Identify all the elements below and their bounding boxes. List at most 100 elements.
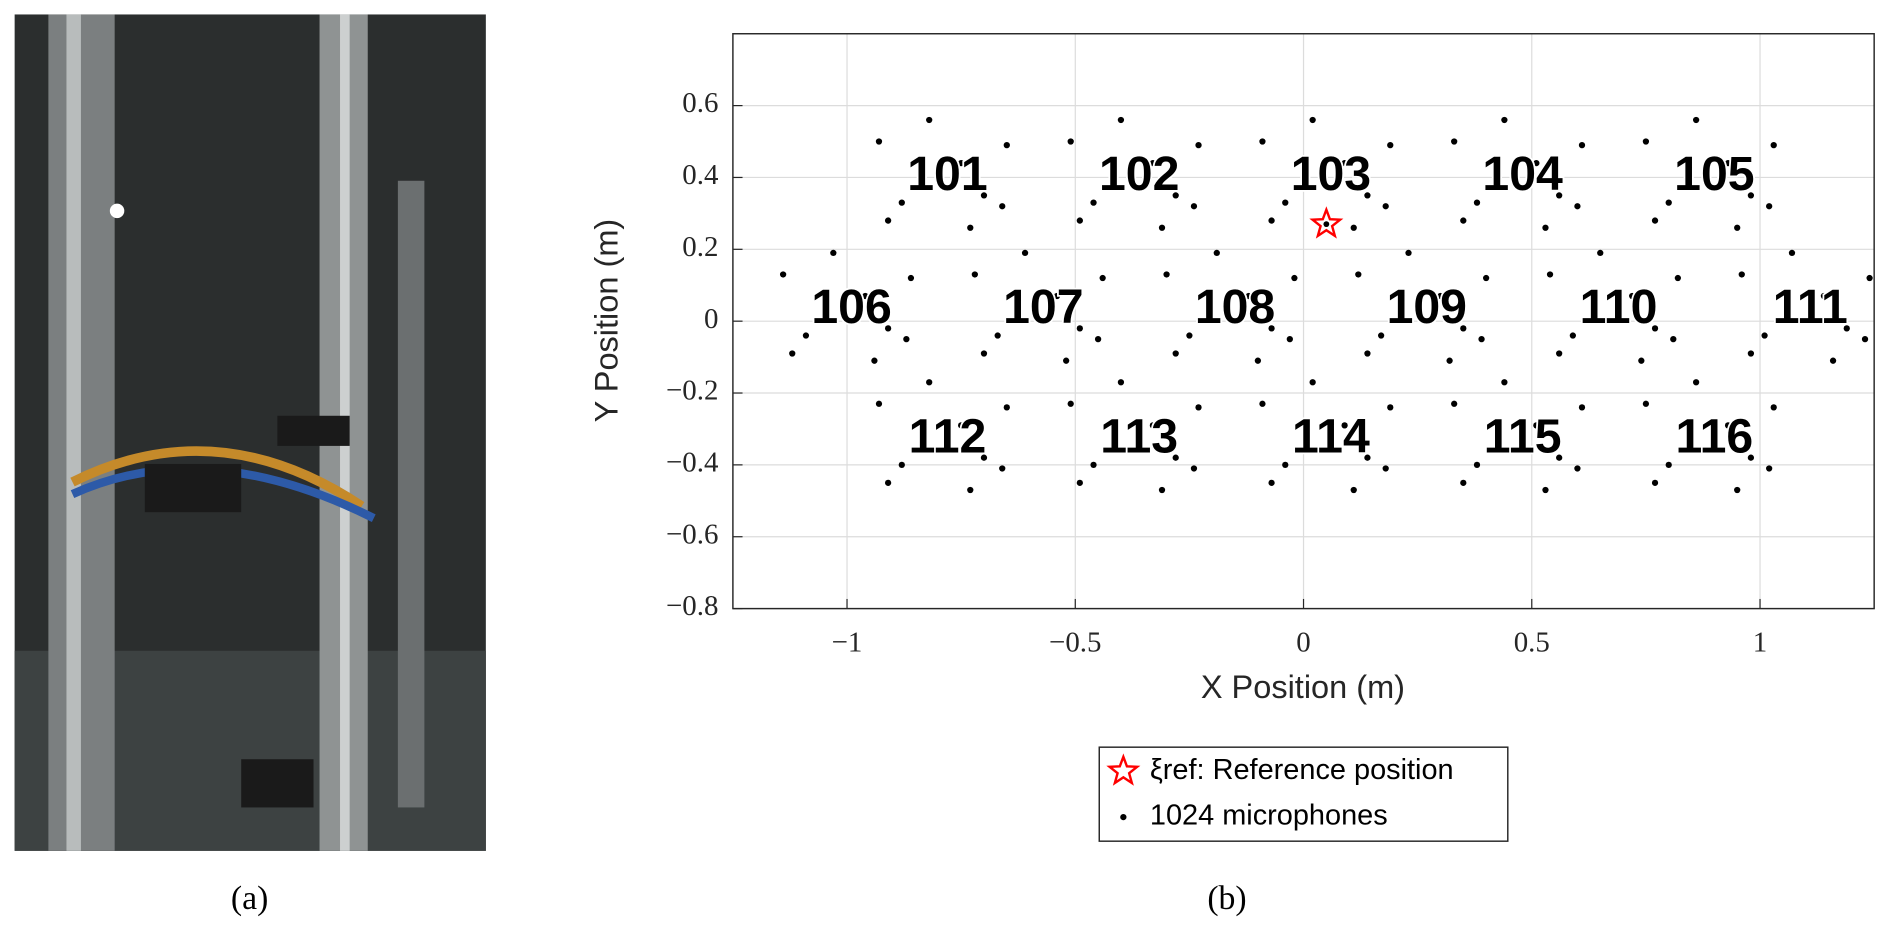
microphone <box>789 350 796 357</box>
microphone <box>1542 224 1549 231</box>
microphone <box>1364 454 1371 461</box>
microphone <box>1460 325 1467 332</box>
microphone <box>967 486 974 494</box>
microphone <box>1861 335 1869 343</box>
microphone <box>1396 289 1403 296</box>
microphone <box>1387 141 1394 149</box>
microphone <box>898 199 905 206</box>
microphone <box>1820 292 1828 300</box>
microphone <box>1377 332 1385 339</box>
microphone <box>958 159 965 167</box>
microphone <box>1724 159 1732 167</box>
microphone <box>1738 271 1745 278</box>
legend-label: ξref: Reference position <box>1150 754 1454 786</box>
microphone <box>1674 274 1681 282</box>
microphone <box>1642 138 1650 145</box>
microphone <box>1021 249 1029 257</box>
microphone <box>916 156 924 163</box>
microphone <box>779 271 787 278</box>
y-tick-label: −0.6 <box>666 518 718 550</box>
microphone <box>1734 486 1741 494</box>
microphone <box>1282 461 1289 469</box>
microphone <box>1578 141 1586 149</box>
microphone <box>1451 138 1458 145</box>
microphone <box>1268 325 1275 332</box>
microphone <box>980 350 988 357</box>
microphone <box>1482 274 1490 282</box>
microphone <box>1670 335 1677 343</box>
microphone <box>821 289 828 296</box>
microphone <box>1190 203 1198 210</box>
subarray-label: 101 <box>907 147 987 201</box>
microphone <box>875 400 883 407</box>
microphone <box>1692 116 1700 124</box>
microphone <box>1546 271 1554 278</box>
microphone <box>1405 249 1412 257</box>
microphone <box>862 292 869 300</box>
legend-marker <box>1120 813 1127 821</box>
microphone <box>1651 217 1659 224</box>
microphone <box>1478 335 1485 343</box>
microphone <box>1766 465 1773 472</box>
microphone <box>1172 454 1179 461</box>
microphone <box>1556 454 1563 461</box>
microphone <box>884 325 892 332</box>
y-tick-label: −0.4 <box>666 447 718 479</box>
subarray-label: 109 <box>1387 280 1467 334</box>
microphone <box>1683 156 1691 163</box>
microphone <box>999 465 1006 472</box>
microphone <box>1149 422 1157 429</box>
microphone <box>1190 465 1198 472</box>
microphone <box>1829 357 1837 364</box>
microphone <box>1770 141 1777 149</box>
microphone <box>1665 199 1672 206</box>
y-tick-label: 0.4 <box>682 159 718 191</box>
microphone <box>1451 400 1458 407</box>
microphone <box>1770 404 1777 411</box>
y-tick-label: 0.2 <box>682 231 718 263</box>
legend-entry: ξref: Reference position <box>1106 753 1454 786</box>
microphone <box>1569 332 1576 339</box>
microphone <box>1350 224 1357 231</box>
microphone <box>871 357 878 364</box>
y-tick-label: −0.8 <box>666 590 718 622</box>
microphone <box>1158 486 1166 494</box>
legend-label: 1024 microphones <box>1150 800 1388 832</box>
microphone <box>1195 141 1202 149</box>
microphone <box>1350 486 1357 494</box>
microphone <box>1053 292 1061 300</box>
microphone <box>1492 156 1499 163</box>
microphone <box>1117 116 1125 124</box>
microphone <box>802 332 810 339</box>
microphone <box>1747 350 1755 357</box>
microphone <box>1473 199 1481 206</box>
microphone <box>1213 249 1220 257</box>
microphone <box>1282 199 1289 206</box>
photo <box>14 14 486 851</box>
microphone <box>980 192 988 199</box>
microphone <box>1186 332 1193 339</box>
microphone <box>1108 156 1115 163</box>
microphone <box>1172 350 1179 357</box>
microphone <box>1364 350 1371 357</box>
microphone <box>1492 418 1499 425</box>
microphone <box>1683 418 1691 425</box>
microphone <box>1076 325 1083 332</box>
microphone <box>916 418 924 425</box>
microphone <box>1364 192 1371 199</box>
microphone <box>1067 138 1074 145</box>
microphone <box>1779 289 1786 296</box>
microphone <box>1460 217 1467 224</box>
subarray-label: 115 <box>1484 409 1562 463</box>
microphone <box>898 461 905 469</box>
microphone <box>1172 192 1179 199</box>
microphone <box>1300 156 1307 163</box>
microphone <box>1094 335 1102 343</box>
microphone <box>1259 138 1266 145</box>
microphone <box>1063 357 1070 364</box>
microphone <box>1542 486 1549 494</box>
microphone <box>1076 479 1083 486</box>
microphone <box>1587 289 1595 296</box>
microphone <box>1268 217 1275 224</box>
